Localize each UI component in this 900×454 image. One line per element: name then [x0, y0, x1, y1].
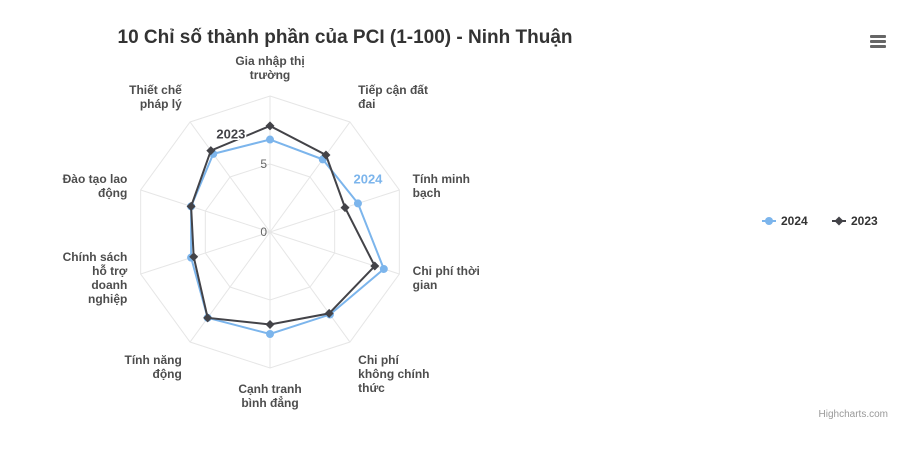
- category-label: Tiếp cận đất đai: [358, 82, 428, 111]
- marker: [370, 261, 380, 271]
- grid-line: [204, 163, 336, 301]
- category-label: Chi phí thời gian: [412, 264, 480, 293]
- marker: [265, 121, 275, 131]
- marker: [324, 308, 334, 318]
- category-label: Chính sách hỗ trợ doanh nghiệp: [62, 250, 128, 307]
- category-label: Chi phí không chính thức: [358, 353, 430, 396]
- marker: [379, 264, 388, 273]
- legend-marker: [834, 216, 844, 226]
- series-label: 2024: [353, 171, 383, 186]
- marker: [353, 199, 362, 208]
- credits[interactable]: Highcharts.com: [818, 409, 888, 420]
- legend-label[interactable]: 2024: [781, 214, 808, 228]
- legend-label[interactable]: 2023: [851, 214, 878, 228]
- series-line: [190, 138, 386, 336]
- category-label: Cạnh tranh bình đẳng: [238, 382, 302, 410]
- marker: [265, 319, 275, 329]
- series-line: [190, 124, 376, 326]
- marker: [203, 313, 213, 323]
- category-label: Tính năng động: [124, 353, 182, 382]
- series-label: 2023: [216, 127, 245, 142]
- menu-button[interactable]: [870, 35, 886, 49]
- legend-marker: [765, 217, 773, 225]
- category-label: Tính minh bạch: [412, 171, 470, 200]
- marker: [206, 146, 216, 156]
- chart-title: 10 Chỉ số thành phần của PCI (1-100) - N…: [117, 27, 573, 48]
- category-label: Gia nhập thị trường: [235, 54, 305, 82]
- y-tick-label: 5: [260, 157, 267, 171]
- marker: [189, 252, 199, 262]
- category-label: Thiết chế pháp lý: [129, 82, 182, 111]
- outer-frame: [140, 95, 400, 369]
- marker: [266, 330, 274, 338]
- y-tick-label: 0: [260, 225, 267, 239]
- marker: [321, 150, 331, 160]
- category-label: Đào tạo lao động: [62, 171, 128, 200]
- marker: [186, 201, 196, 211]
- marker: [340, 203, 350, 213]
- marker: [266, 135, 274, 144]
